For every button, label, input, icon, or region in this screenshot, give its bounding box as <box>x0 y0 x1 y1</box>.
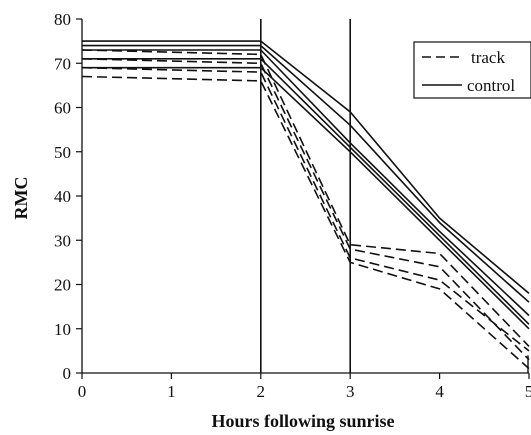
y-tick-label: 30 <box>54 231 71 250</box>
y-axis-title: RMC <box>11 177 31 220</box>
y-tick-label: 0 <box>63 364 72 383</box>
y-tick-label: 40 <box>54 187 71 206</box>
legend-track-label: track <box>471 48 505 67</box>
y-tick-label: 60 <box>54 99 71 118</box>
series-layer <box>81 40 530 370</box>
series-line-track <box>81 58 530 361</box>
axes <box>76 18 530 379</box>
x-tick-label: 3 <box>346 382 355 401</box>
x-tick-label: 1 <box>167 382 176 401</box>
x-tick-label: 5 <box>525 382 531 401</box>
x-tick-label: 2 <box>257 382 266 401</box>
y-tick-label: 20 <box>54 276 71 295</box>
legend: track control <box>413 41 531 99</box>
series-line-control <box>82 44 530 303</box>
y-tick-label: 10 <box>54 320 71 339</box>
y-tick-label: 50 <box>54 143 71 162</box>
legend-control-label: control <box>467 76 515 95</box>
x-axis-title: Hours following sunrise <box>211 411 394 431</box>
y-tick-label: 70 <box>54 54 71 73</box>
series-line-control <box>82 57 530 325</box>
series-line-track <box>81 66 530 352</box>
series-line-track <box>81 75 530 370</box>
x-tick-label: 4 <box>435 382 444 401</box>
series-line-control <box>82 49 530 317</box>
y-tick-label: 80 <box>54 10 71 29</box>
tick-labels: 0 10 20 30 40 50 60 70 80 0 1 2 3 4 5 <box>54 10 531 401</box>
x-tick-label: 0 <box>78 382 87 401</box>
legend-box <box>413 41 531 99</box>
series-line-control <box>82 40 530 295</box>
series-line-control <box>82 66 530 330</box>
